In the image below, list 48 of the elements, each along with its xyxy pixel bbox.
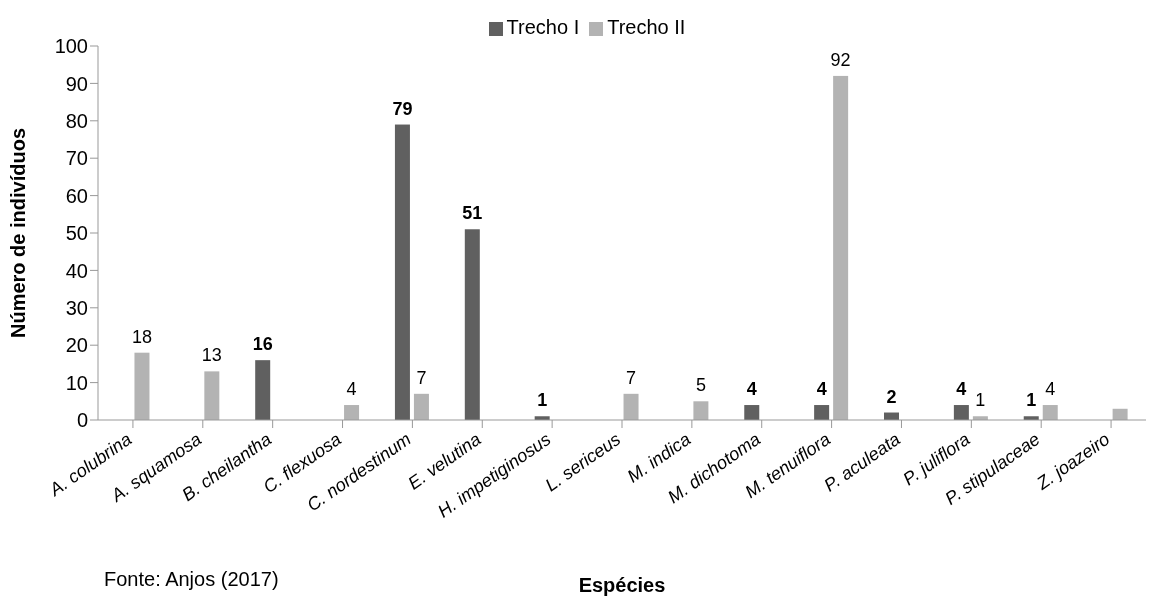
y-axis-title: Número de indivíduos <box>7 127 30 339</box>
data-label: 2 <box>886 386 897 407</box>
data-label: 1 <box>537 390 548 411</box>
bar <box>134 352 150 420</box>
y-tick-label: 40 <box>65 259 88 282</box>
bar <box>623 393 639 420</box>
bar <box>413 393 429 420</box>
data-label: 16 <box>252 334 273 355</box>
legend-label: Trecho II <box>607 16 686 38</box>
source-note: Fonte: Anjos (2017) <box>104 568 279 591</box>
bar <box>833 75 849 420</box>
bar <box>744 405 760 420</box>
data-label: 7 <box>626 367 637 388</box>
data-label: 1 <box>1026 390 1037 411</box>
bar <box>814 405 830 420</box>
bar <box>693 401 709 420</box>
data-label: 13 <box>201 345 222 366</box>
data-label: 51 <box>462 203 483 224</box>
bar <box>1042 405 1058 420</box>
data-label: 4 <box>956 379 967 400</box>
data-label: 18 <box>131 326 152 347</box>
y-tick-label: 0 <box>76 409 88 432</box>
y-tick-label: 80 <box>65 109 88 132</box>
y-tick-label: 30 <box>65 296 88 319</box>
bar <box>464 229 480 420</box>
bar <box>953 405 969 420</box>
data-label: 4 <box>346 379 357 400</box>
y-tick-label: 90 <box>65 72 88 95</box>
bar <box>344 405 360 420</box>
bar <box>255 360 271 420</box>
data-label: 92 <box>830 49 851 70</box>
y-tick-label: 20 <box>65 334 88 357</box>
data-label: 1 <box>975 390 986 411</box>
x-axis-title: Espécies <box>578 574 666 596</box>
data-label: 4 <box>746 379 757 400</box>
y-tick-label: 60 <box>65 184 88 207</box>
bar <box>394 124 410 420</box>
data-label: 79 <box>392 98 413 119</box>
y-tick-label: 70 <box>65 147 88 170</box>
y-tick-label: 50 <box>65 222 88 245</box>
legend-label: Trecho I <box>506 16 580 38</box>
data-label: 5 <box>695 375 706 396</box>
y-tick-label: 100 <box>54 35 88 58</box>
data-label: 4 <box>1045 379 1056 400</box>
bar <box>204 371 220 420</box>
y-tick-label: 10 <box>65 371 88 394</box>
data-label: 7 <box>416 367 427 388</box>
data-label: 4 <box>816 379 827 400</box>
